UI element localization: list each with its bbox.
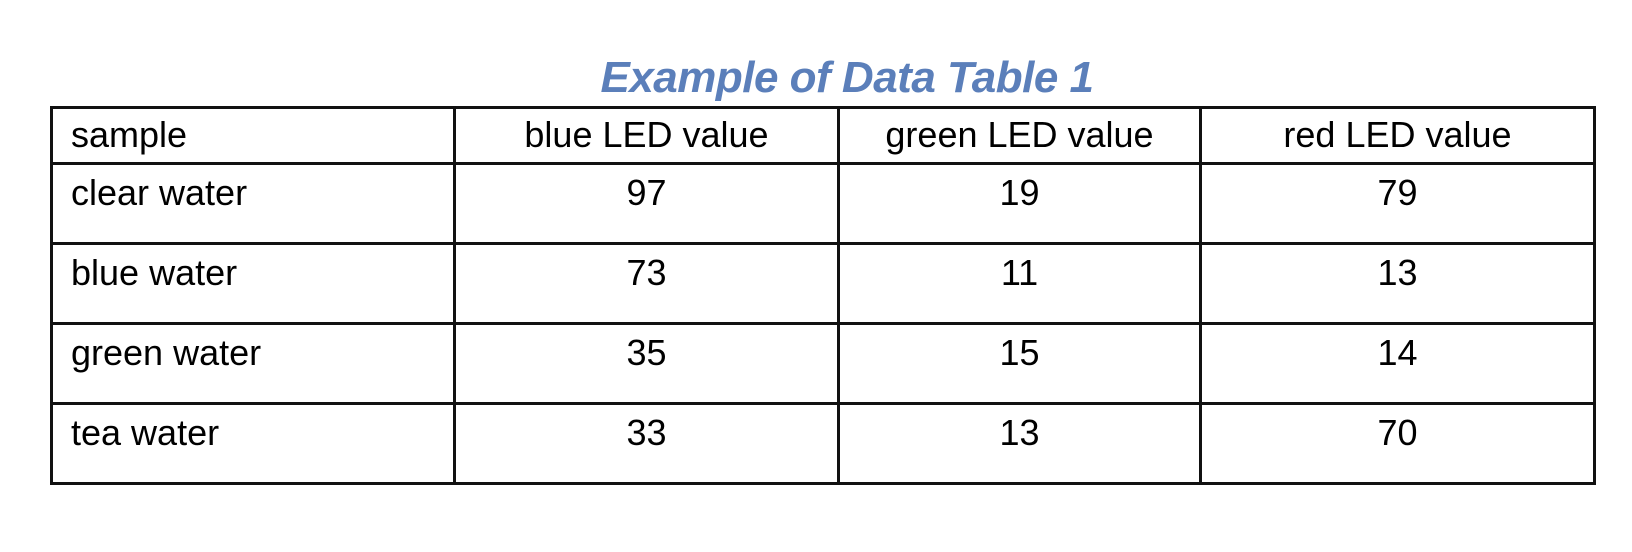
cell-sample: blue water	[50, 242, 456, 325]
table-title: Example of Data Table 1	[600, 53, 1094, 102]
cell-blue-led-value: 35	[453, 322, 840, 405]
cell-blue-led-value: 97	[453, 162, 840, 245]
cell-red-led-value: 13	[1199, 242, 1596, 325]
table-row: blue water 73 11 13	[50, 242, 1596, 325]
data-table: sample blue LED value green LED value re…	[50, 106, 1596, 485]
cell-green-led-value: 13	[837, 402, 1202, 485]
cell-green-led-value: 15	[837, 322, 1202, 405]
cell-sample: tea water	[50, 402, 456, 485]
header-red-led-value: red LED value	[1199, 106, 1596, 165]
header-green-led-value: green LED value	[837, 106, 1202, 165]
cell-red-led-value: 79	[1199, 162, 1596, 245]
cell-sample: green water	[50, 322, 456, 405]
cell-sample: clear water	[50, 162, 456, 245]
cell-blue-led-value: 33	[453, 402, 840, 485]
table-row: tea water 33 13 70	[50, 402, 1596, 485]
table-header-row: sample blue LED value green LED value re…	[50, 106, 1596, 165]
cell-blue-led-value: 73	[453, 242, 840, 325]
table-row: green water 35 15 14	[50, 322, 1596, 405]
cell-green-led-value: 19	[837, 162, 1202, 245]
header-blue-led-value: blue LED value	[453, 106, 840, 165]
cell-green-led-value: 11	[837, 242, 1202, 325]
cell-red-led-value: 70	[1199, 402, 1596, 485]
table-row: clear water 97 19 79	[50, 162, 1596, 245]
cell-red-led-value: 14	[1199, 322, 1596, 405]
header-sample: sample	[50, 106, 456, 165]
